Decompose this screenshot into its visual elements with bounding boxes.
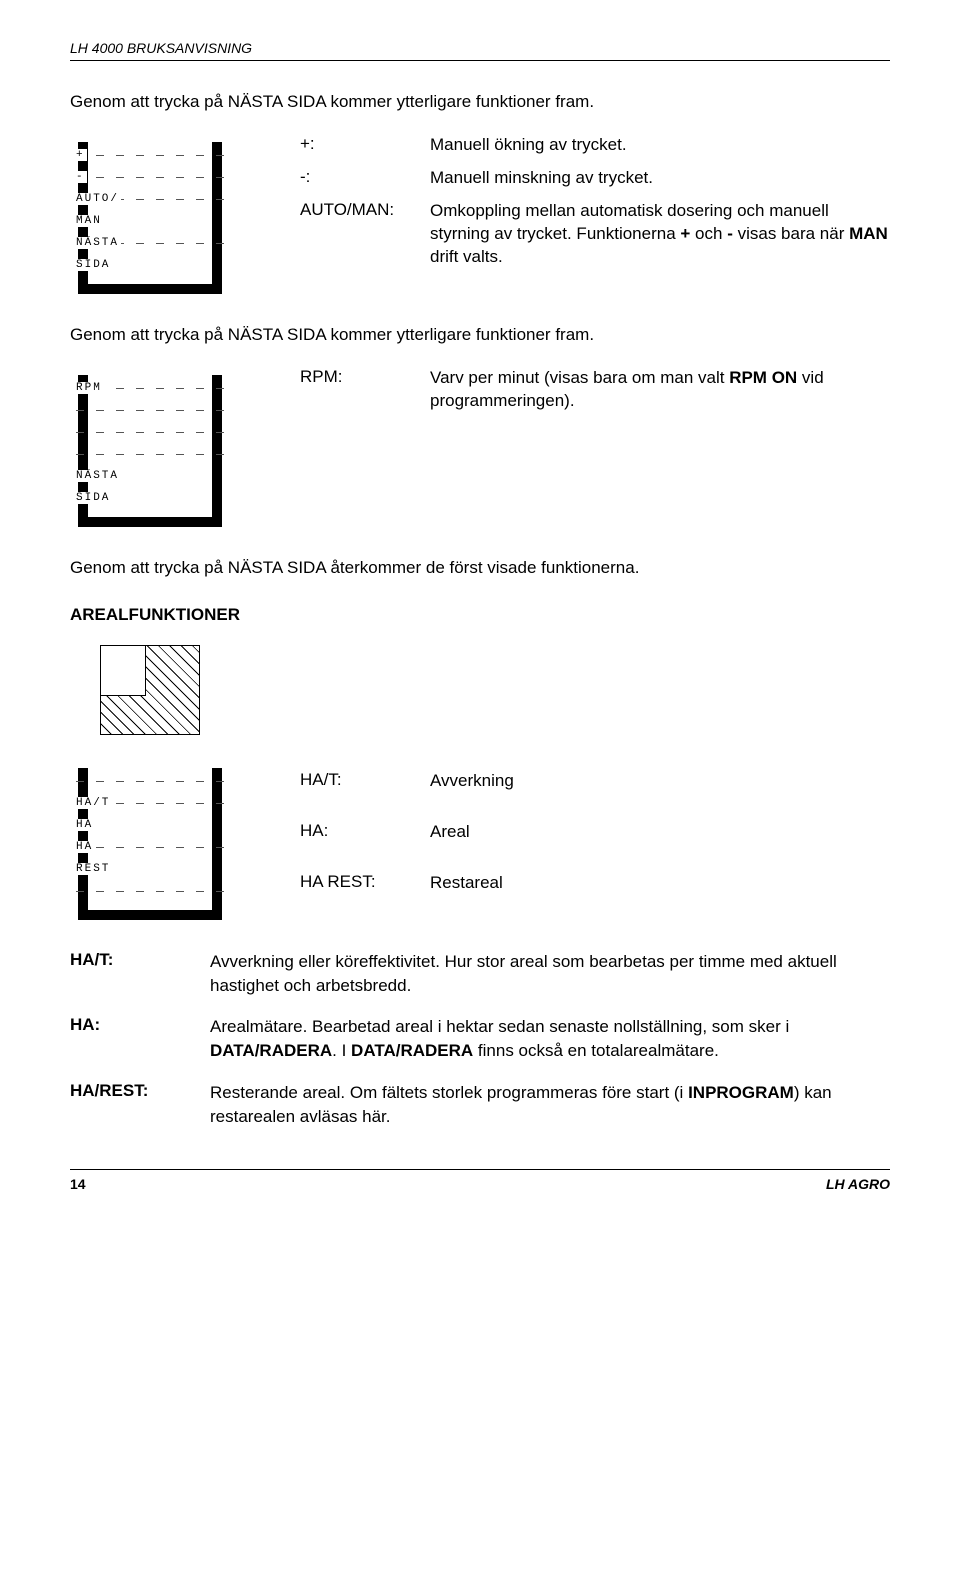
def-text: Areal [430,821,890,844]
def-label: AUTO/MAN: [300,200,430,269]
defs-3: HA/T:Avverkning HA:Areal HA REST:Restare… [300,760,890,905]
def-text: Avverkning eller köreffektivitet. Hur st… [210,950,890,998]
paragraph-2: Genom att trycka på NÄSTA SIDA kommer yt… [70,324,890,347]
page-header: LH 4000 BRUKSANVISNING [70,40,890,56]
display-unit-2: RPM NÄSTA SIDA [70,367,230,527]
def-text: Manuell ökning av trycket. [430,134,890,157]
def-label: HA/T: [300,770,430,793]
paragraph-3: Genom att trycka på NÄSTA SIDA återkomme… [70,557,890,580]
row-3: HA/T HA HA REST HA/T:Avverkning HA:Areal… [70,760,890,920]
def-label: HA REST: [300,872,430,895]
section-title: AREALFUNKTIONER [70,605,890,625]
defs-1: +:Manuell ökning av trycket. -:Manuell m… [300,134,890,279]
display-unit-1: + - AUTO/ MAN NÄSTA SIDA [70,134,230,294]
defs-2: RPM:Varv per minut (visas bara om man va… [300,367,890,423]
def-text: Restareal [430,872,890,895]
def-text: Resterande areal. Om fältets storlek pro… [210,1081,890,1129]
def-text: Manuell minskning av trycket. [430,167,890,190]
footer-brand: LH AGRO [826,1176,890,1192]
def-text: Avverkning [430,770,890,793]
paragraph-1: Genom att trycka på NÄSTA SIDA kommer yt… [70,91,890,114]
definitions-table: HA/T: Avverkning eller köreffektivitet. … [70,950,890,1129]
def-label: HA/REST: [70,1081,210,1129]
footer-rule [70,1169,890,1170]
footer: 14 LH AGRO [70,1176,890,1192]
def-text: Arealmätare. Bearbetad areal i hektar se… [210,1015,890,1063]
def-label: HA: [70,1015,210,1063]
def-text: Varv per minut (visas bara om man valt R… [430,367,890,413]
display-unit-3: HA/T HA HA REST [70,760,230,920]
row-2: RPM NÄSTA SIDA RPM:Varv per minut (visas… [70,367,890,527]
def-label: -: [300,167,430,190]
def-label: HA: [300,821,430,844]
def-label: +: [300,134,430,157]
def-label: RPM: [300,367,430,413]
areal-icon [100,645,200,735]
header-rule [70,60,890,61]
row-1: + - AUTO/ MAN NÄSTA SIDA +:Manuell öknin… [70,134,890,294]
def-label: HA/T: [70,950,210,998]
page-number: 14 [70,1176,86,1192]
def-text: Omkoppling mellan automatisk dosering oc… [430,200,890,269]
